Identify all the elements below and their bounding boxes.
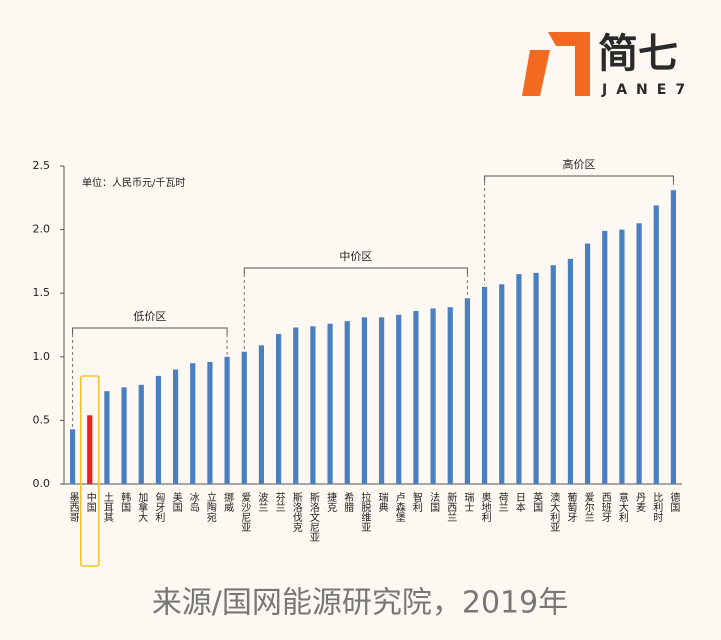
bar — [172, 369, 179, 484]
logo-subname: JANE7 — [601, 82, 694, 98]
x-tick-label: 冰岛 — [187, 491, 199, 513]
zone-bracket — [484, 175, 674, 182]
x-tick-label: 匈牙利 — [153, 491, 165, 522]
bar — [87, 415, 93, 484]
bar — [584, 243, 591, 484]
bar — [224, 356, 230, 484]
y-tick-label: 1.0 — [33, 350, 51, 363]
x-tick-label: 新西兰 — [445, 491, 457, 522]
y-tick-label: 0.0 — [33, 477, 51, 490]
x-tick-label: 土耳其 — [101, 491, 113, 523]
bar — [636, 223, 642, 485]
logo-mark — [522, 50, 550, 96]
x-tick-label: 智利 — [410, 491, 422, 512]
bar — [464, 298, 471, 484]
zone-bracket — [243, 267, 468, 274]
bar — [310, 326, 316, 484]
x-tick-label: 日本 — [513, 492, 525, 513]
x-tick-label: 西班牙 — [599, 492, 611, 523]
logo-name: 简七 — [598, 31, 678, 77]
bar — [190, 363, 196, 484]
bar — [653, 205, 659, 484]
x-tick-label: 爱沙尼亚 — [239, 491, 251, 532]
y-tick-label: 0.5 — [33, 413, 51, 426]
bar — [258, 345, 265, 484]
x-tick-label: 立陶宛 — [204, 491, 216, 523]
x-tick-label: 芬兰 — [273, 492, 285, 512]
x-tick-label: 拉脱维亚 — [359, 491, 371, 532]
bar — [121, 387, 127, 484]
bar — [396, 314, 402, 484]
x-tick-label: 比利时 — [651, 492, 663, 522]
x-tick-label: 德国 — [668, 491, 680, 513]
unit-label: 单位：人民币元/千瓦时 — [82, 176, 185, 189]
bar — [138, 384, 144, 484]
x-tick-label: 中国 — [84, 491, 96, 513]
x-tick-label: 瑞典 — [376, 492, 388, 513]
x-tick-label: 丹麦 — [634, 492, 646, 513]
x-tick-label: 荷兰 — [496, 492, 508, 512]
x-tick-label: 意大利 — [616, 491, 628, 522]
x-tick-label: 波兰 — [256, 491, 268, 512]
x-tick-label: 瑞士 — [462, 492, 474, 512]
x-tick-label: 澳大利亚 — [548, 491, 560, 532]
bar — [430, 308, 436, 484]
zone-label: 中价区 — [339, 250, 372, 263]
bar — [327, 323, 333, 484]
bar — [241, 351, 247, 484]
x-tick-label: 捷克 — [325, 491, 337, 513]
x-tick-label: 美国 — [170, 491, 182, 513]
bar — [499, 284, 505, 484]
bar — [567, 258, 574, 484]
bar — [69, 429, 76, 484]
x-tick-label: 法国 — [428, 491, 440, 513]
bar — [378, 317, 385, 484]
x-tick-label: 卢森堡 — [393, 491, 405, 522]
source: 来源/国网能源研究院，2019年 — [152, 586, 568, 621]
bar — [481, 286, 488, 484]
bar — [344, 321, 350, 484]
zone-label: 低价区 — [133, 310, 166, 323]
x-tick-label: 斯洛伐克 — [290, 491, 302, 533]
x-tick-label: 加拿大 — [136, 492, 148, 523]
bar — [533, 272, 539, 484]
x-tick-label: 葡萄牙 — [565, 491, 577, 523]
bar — [516, 274, 522, 484]
x-tick-label: 希腊 — [342, 491, 354, 513]
bar — [619, 229, 625, 484]
logo-mark — [548, 32, 590, 96]
x-tick-label: 挪威 — [222, 491, 234, 513]
bar — [207, 361, 213, 484]
bar — [447, 307, 453, 484]
bar — [275, 333, 282, 484]
zone-label: 高价区 — [563, 157, 596, 171]
x-tick-label: 韩国 — [119, 491, 131, 513]
bar — [293, 327, 299, 484]
x-tick-label: 墨西哥 — [67, 492, 79, 522]
x-tick-label: 斯洛文尼亚 — [307, 491, 319, 542]
y-tick-label: 1.5 — [33, 286, 51, 299]
x-tick-label: 奥地利 — [479, 491, 491, 522]
y-tick-label: 2.0 — [33, 223, 51, 236]
bar — [155, 375, 162, 484]
zone-bracket — [72, 327, 228, 334]
x-tick-label: 英国 — [531, 491, 543, 513]
bar — [670, 190, 677, 484]
y-tick-label: 2.5 — [33, 159, 51, 172]
bar — [602, 230, 608, 484]
logo: 简七 JANE7 — [522, 31, 694, 98]
bar — [550, 265, 556, 484]
highlight-box — [80, 375, 100, 567]
bar — [104, 391, 110, 484]
x-tick-label: 爱尔兰 — [582, 491, 594, 522]
bar — [413, 311, 419, 484]
bar — [361, 317, 368, 484]
